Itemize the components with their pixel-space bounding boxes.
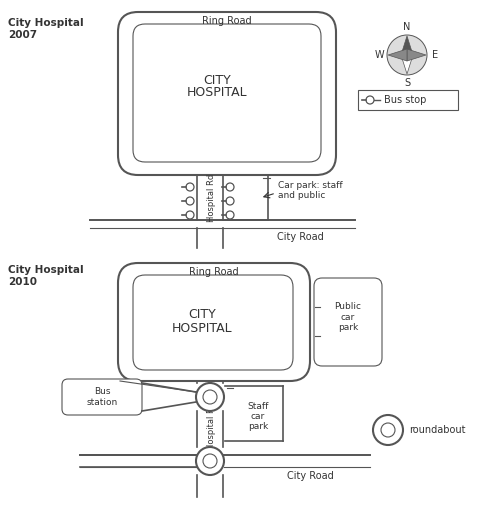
Circle shape xyxy=(186,197,194,205)
Text: City Road: City Road xyxy=(277,232,323,242)
Text: City Road: City Road xyxy=(287,471,333,481)
Circle shape xyxy=(381,423,395,437)
Text: HOSPITAL: HOSPITAL xyxy=(172,322,232,334)
Text: Hospital Rd: Hospital Rd xyxy=(208,402,216,450)
FancyBboxPatch shape xyxy=(314,278,382,366)
FancyBboxPatch shape xyxy=(62,379,142,415)
Circle shape xyxy=(203,390,217,404)
Circle shape xyxy=(226,197,234,205)
FancyBboxPatch shape xyxy=(133,24,321,162)
Text: Car park: staff: Car park: staff xyxy=(278,181,343,189)
Text: City Hospital: City Hospital xyxy=(8,265,83,275)
Text: W: W xyxy=(374,50,384,60)
Text: Ring Road: Ring Road xyxy=(189,267,239,277)
Polygon shape xyxy=(388,49,407,61)
Circle shape xyxy=(373,415,403,445)
Circle shape xyxy=(196,383,224,411)
Circle shape xyxy=(186,211,194,219)
Circle shape xyxy=(226,183,234,191)
Text: City Hospital: City Hospital xyxy=(8,18,83,28)
Text: 2007: 2007 xyxy=(8,30,37,40)
Circle shape xyxy=(186,183,194,191)
Polygon shape xyxy=(401,36,413,55)
Text: 2010: 2010 xyxy=(8,277,37,287)
Text: E: E xyxy=(432,50,438,60)
Text: N: N xyxy=(403,22,410,32)
FancyBboxPatch shape xyxy=(118,12,336,175)
Text: Hospital Rd: Hospital Rd xyxy=(208,174,216,222)
Polygon shape xyxy=(401,55,413,74)
Text: Staff
car
park: Staff car park xyxy=(247,401,269,432)
FancyBboxPatch shape xyxy=(118,263,310,381)
Text: S: S xyxy=(404,78,410,88)
Circle shape xyxy=(366,96,374,104)
Text: Public
car
park: Public car park xyxy=(334,302,362,332)
Circle shape xyxy=(226,211,234,219)
Text: CITY: CITY xyxy=(188,309,216,322)
Circle shape xyxy=(196,447,224,475)
Text: CITY: CITY xyxy=(203,74,231,87)
Text: roundabout: roundabout xyxy=(409,425,465,435)
Text: HOSPITAL: HOSPITAL xyxy=(187,87,247,99)
Circle shape xyxy=(387,35,427,75)
Text: Bus stop: Bus stop xyxy=(384,95,427,105)
Text: Ring Road: Ring Road xyxy=(202,16,252,26)
Polygon shape xyxy=(407,49,426,61)
FancyBboxPatch shape xyxy=(358,90,458,110)
Text: and public: and public xyxy=(278,191,325,201)
Text: Bus
station: Bus station xyxy=(87,387,118,407)
FancyBboxPatch shape xyxy=(133,275,293,370)
Circle shape xyxy=(203,454,217,468)
